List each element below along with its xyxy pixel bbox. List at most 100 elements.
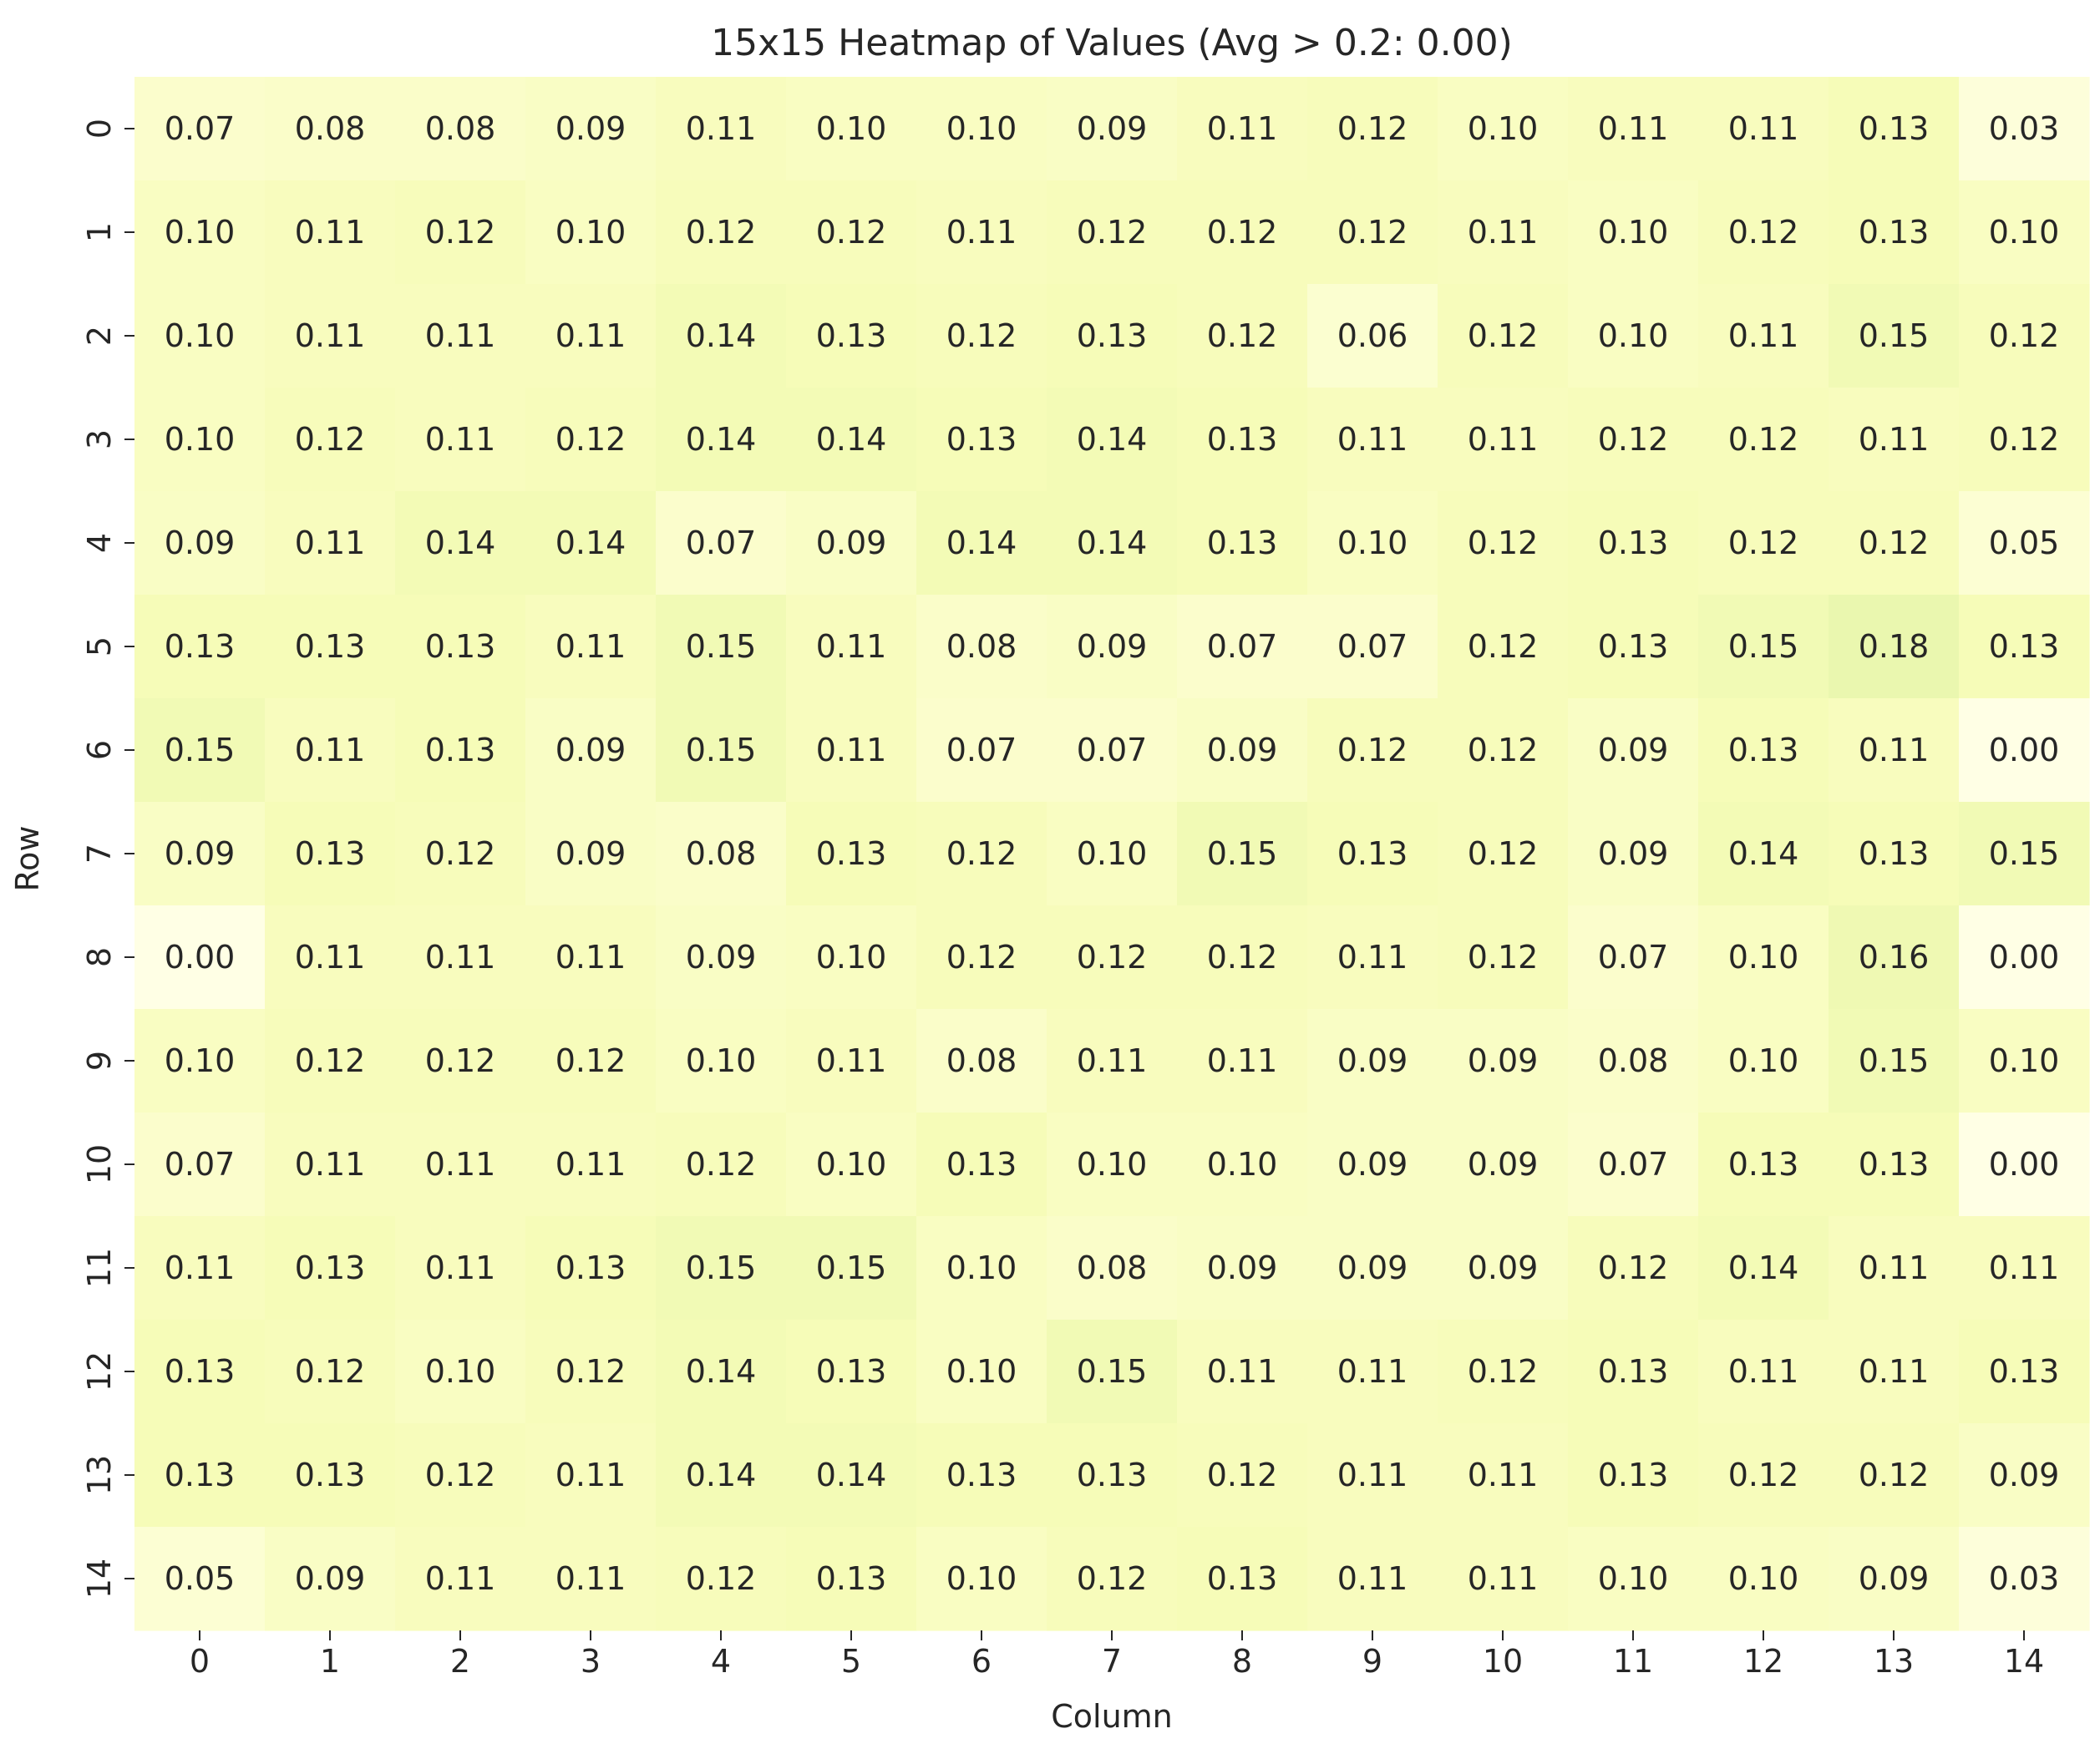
heatmap-cell	[525, 1320, 657, 1424]
cell-value-label: 0.11	[295, 732, 366, 768]
cell-value-label: 0.12	[1728, 1457, 1799, 1493]
heatmap-cell	[395, 1113, 526, 1217]
heatmap-cell	[916, 1423, 1047, 1528]
heatmap-cell	[134, 180, 266, 285]
heatmap-cell	[1829, 491, 1960, 596]
heatmap-cell	[656, 77, 787, 181]
heatmap-cell	[916, 1320, 1047, 1424]
heatmap-cell	[265, 1320, 396, 1424]
cell-value-label: 0.10	[1598, 214, 1669, 251]
heatmap-cell	[1698, 595, 1829, 699]
heatmap-cell	[134, 698, 266, 803]
cell-value-label: 0.10	[555, 214, 626, 251]
cell-value-label: 0.13	[1207, 525, 1278, 561]
heatmap-cell	[786, 595, 917, 699]
heatmap-cell	[656, 905, 787, 1010]
cell-value-label: 0.10	[1728, 1042, 1799, 1079]
heatmap-cell	[1959, 1320, 2090, 1424]
cell-value-label: 0.12	[1598, 1250, 1669, 1286]
heatmap-cell	[1829, 284, 1960, 388]
y-axis-label: Row	[9, 825, 46, 891]
cell-value-label: 0.11	[1207, 110, 1278, 147]
cell-value-label: 0.05	[1989, 525, 2060, 561]
y-tick-label: 6	[81, 740, 118, 760]
heatmap-cell	[916, 595, 1047, 699]
heatmap-cell	[1307, 1113, 1438, 1217]
cell-value-label: 0.15	[686, 1250, 757, 1286]
heatmap-cell	[1698, 1320, 1829, 1424]
cell-value-label: 0.12	[1077, 939, 1148, 976]
cell-value-label: 0.11	[555, 628, 626, 665]
heatmap-cell	[1438, 1527, 1569, 1631]
heatmap-cell	[1307, 77, 1438, 181]
cell-value-label: 0.13	[1989, 1353, 2060, 1390]
x-axis-ticks: 0 1 2 3 4 5 6 7 8 9 10 11 12 13 14	[190, 1630, 2044, 1680]
cell-value-label: 0.12	[1077, 1560, 1148, 1597]
heatmap-cell	[1307, 1320, 1438, 1424]
heatmap-cell	[916, 1527, 1047, 1631]
cell-value-label: 0.13	[946, 1457, 1017, 1493]
heatmap-cell	[1177, 1423, 1308, 1528]
heatmap-cell	[265, 1527, 396, 1631]
cell-value-label: 0.11	[1859, 732, 1930, 768]
heatmap-cell	[1959, 388, 2090, 492]
cell-value-label: 0.10	[1207, 1146, 1278, 1183]
heatmap-cell	[1568, 1113, 1699, 1217]
cell-value-label: 0.11	[1337, 939, 1408, 976]
cell-value-label: 0.11	[425, 421, 496, 458]
heatmap-cell	[1047, 491, 1178, 596]
cell-value-label: 0.12	[425, 214, 496, 251]
heatmap-cell	[1698, 284, 1829, 388]
heatmap-cell	[786, 388, 917, 492]
cell-value-label: 0.11	[1598, 110, 1669, 147]
heatmap-cell	[265, 1009, 396, 1113]
cell-value-label: 0.12	[1207, 214, 1278, 251]
heatmap-cell	[525, 595, 657, 699]
heatmap-cell	[786, 180, 917, 285]
cell-value-label: 0.13	[165, 1457, 236, 1493]
x-tick-label: 4	[711, 1643, 731, 1680]
cell-value-label: 0.13	[1598, 525, 1669, 561]
heatmap-cell	[1568, 491, 1699, 596]
cell-value-label: 0.10	[1728, 1560, 1799, 1597]
heatmap-cell	[265, 698, 396, 803]
cell-value-label: 0.10	[425, 1353, 496, 1390]
cell-value-label: 0.13	[295, 1457, 366, 1493]
cell-value-label: 0.10	[165, 421, 236, 458]
cell-value-label: 0.10	[816, 939, 887, 976]
heatmap-cell	[1959, 491, 2090, 596]
heatmap-cell	[1047, 284, 1178, 388]
heatmap-cell	[395, 802, 526, 906]
cell-value-label: 0.09	[1077, 110, 1148, 147]
cell-value-label: 0.13	[946, 421, 1017, 458]
cell-value-label: 0.08	[946, 628, 1017, 665]
cell-value-label: 0.09	[1337, 1250, 1408, 1286]
heatmap-cell	[916, 1113, 1047, 1217]
x-tick-label: 8	[1232, 1643, 1252, 1680]
heatmap-cell	[1829, 1216, 1960, 1321]
cell-value-label: 0.10	[816, 1146, 887, 1183]
heatmap-cell	[1959, 905, 2090, 1010]
heatmap-cell	[265, 77, 396, 181]
cell-value-label: 0.12	[555, 421, 626, 458]
x-tick-label: 0	[190, 1643, 210, 1680]
cell-value-label: 0.14	[816, 421, 887, 458]
y-tick-label: 2	[81, 326, 118, 346]
cell-value-label: 0.11	[1728, 110, 1799, 147]
cell-value-label: 0.10	[1598, 1560, 1669, 1597]
cell-value-label: 0.11	[816, 1042, 887, 1079]
heatmap-cell	[1959, 77, 2090, 181]
cell-value-label: 0.13	[165, 1353, 236, 1390]
heatmap-cell	[916, 388, 1047, 492]
cell-value-label: 0.07	[1207, 628, 1278, 665]
cell-value-label: 0.12	[425, 1042, 496, 1079]
heatmap-cell	[1568, 1527, 1699, 1631]
cell-value-label: 0.12	[1859, 525, 1930, 561]
x-tick-label: 5	[841, 1643, 861, 1680]
cell-value-label: 0.15	[1207, 835, 1278, 872]
cell-value-label: 0.13	[295, 835, 366, 872]
cell-value-label: 0.13	[165, 628, 236, 665]
cell-value-label: 0.12	[1598, 421, 1669, 458]
heatmap-cell	[1177, 491, 1308, 596]
